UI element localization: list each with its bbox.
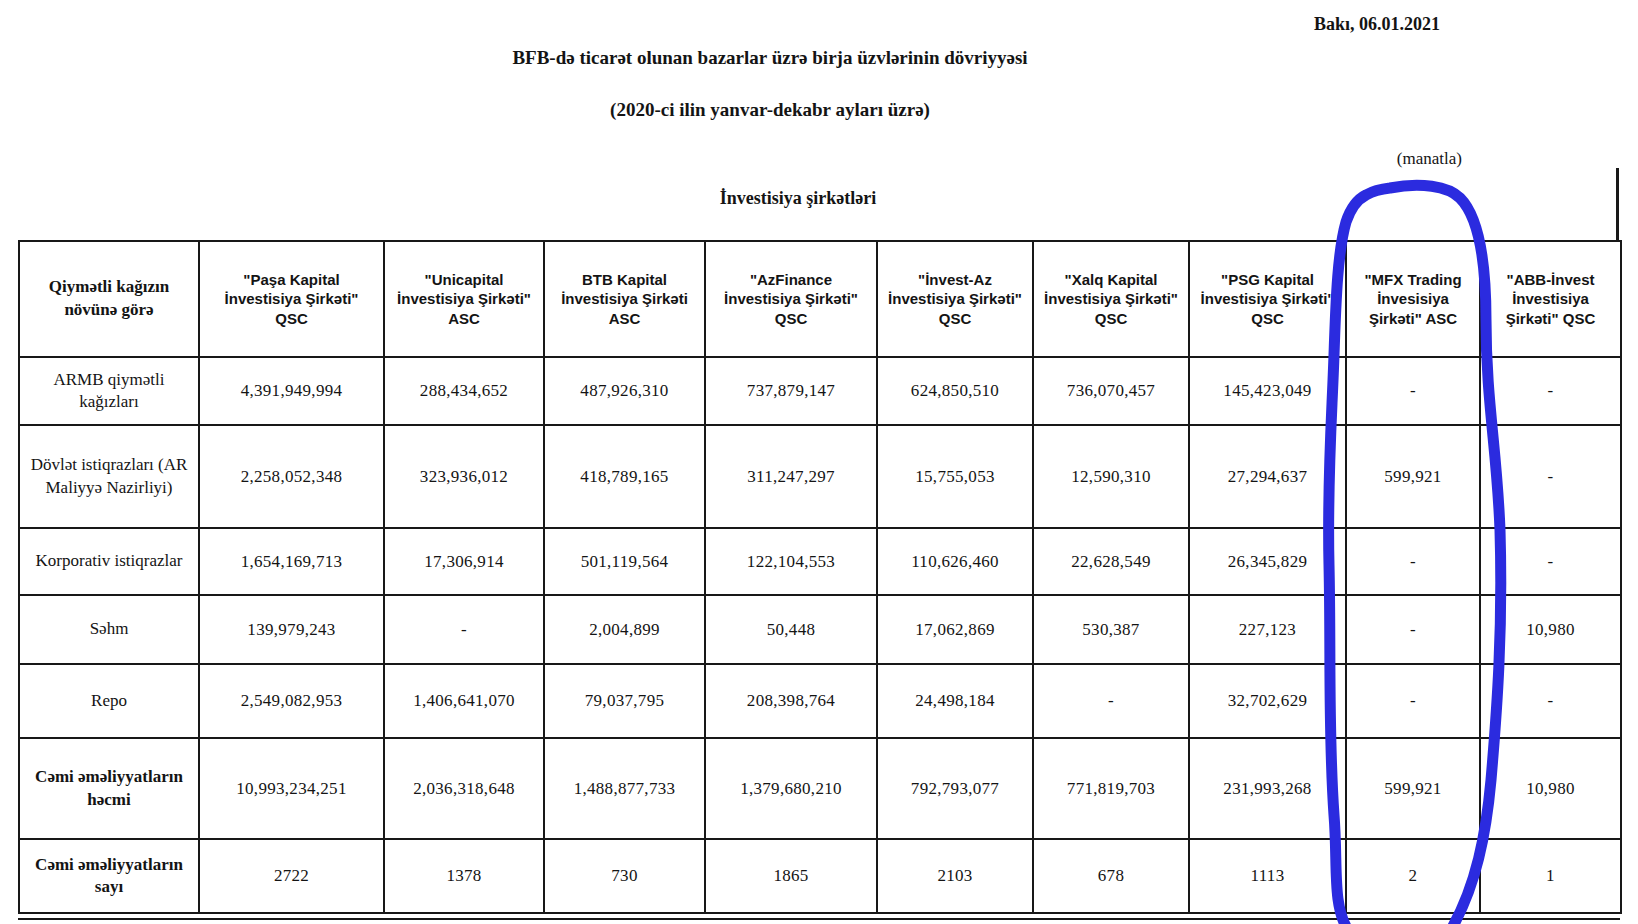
value-cell: 10,980	[1480, 595, 1621, 664]
date-label: Bakı, 06.01.2021	[1040, 14, 1440, 35]
value-cell: 227,123	[1189, 595, 1346, 664]
unit-note: (manatla)	[1200, 149, 1462, 169]
value-cell: 1113	[1189, 839, 1346, 913]
value-cell: 678	[1033, 839, 1189, 913]
value-cell: 26,345,829	[1189, 528, 1346, 595]
value-cell: 79,037,795	[544, 664, 705, 738]
value-cell: 2,549,082,953	[199, 664, 384, 738]
value-cell: -	[1346, 595, 1480, 664]
value-cell: 208,398,764	[705, 664, 877, 738]
table-group-header: İnvestisiya şirkətləri	[18, 188, 1578, 209]
value-cell: 530,387	[1033, 595, 1189, 664]
value-cell: 4,391,949,994	[199, 357, 384, 425]
page-subtitle: (2020-ci ilin yanvar-dekabr ayları üzrə)	[0, 99, 1540, 121]
row-label: Səhm	[19, 595, 199, 664]
value-cell: 288,434,652	[384, 357, 544, 425]
row-label: Cəmi əməliyyatların sayı	[19, 839, 199, 913]
value-cell: 2103	[877, 839, 1033, 913]
table-row: Dövlət istiqrazları (AR Maliyyə Nazirliy…	[19, 425, 1621, 528]
value-cell: 2,258,052,348	[199, 425, 384, 528]
value-cell: 1,654,169,713	[199, 528, 384, 595]
table-bottom-outer-border	[18, 918, 1620, 920]
value-cell: 792,793,077	[877, 738, 1033, 839]
value-cell: 323,936,012	[384, 425, 544, 528]
value-cell: 122,104,553	[705, 528, 877, 595]
company-column-header: "Paşa Kapital İnvestisiya Şirkəti" QSC	[199, 241, 384, 357]
value-cell: 771,819,703	[1033, 738, 1189, 839]
value-cell: 311,247,297	[705, 425, 877, 528]
value-cell: 1378	[384, 839, 544, 913]
value-cell: 231,993,268	[1189, 738, 1346, 839]
value-cell: -	[1346, 664, 1480, 738]
value-cell: 730	[544, 839, 705, 913]
table-right-border-stub	[1616, 168, 1619, 242]
document-page: Bakı, 06.01.2021 BFB-də ticarət olunan b…	[0, 0, 1638, 924]
company-column-header: "Unicapital İnvestisiya Şirkəti" ASC	[384, 241, 544, 357]
value-cell: 17,306,914	[384, 528, 544, 595]
value-cell: 10,993,234,251	[199, 738, 384, 839]
row-label: Korporativ istiqrazlar	[19, 528, 199, 595]
value-cell: -	[1033, 664, 1189, 738]
value-cell: 487,926,310	[544, 357, 705, 425]
value-cell: 110,626,460	[877, 528, 1033, 595]
value-cell: 501,119,564	[544, 528, 705, 595]
value-cell: 2722	[199, 839, 384, 913]
value-cell: 1	[1480, 839, 1621, 913]
value-cell: 32,702,629	[1189, 664, 1346, 738]
value-cell: 2,036,318,648	[384, 738, 544, 839]
value-cell: -	[384, 595, 544, 664]
table-row: ARMB qiymətli kağızları4,391,949,994288,…	[19, 357, 1621, 425]
table-row: Səhm139,979,243-2,004,89950,44817,062,86…	[19, 595, 1621, 664]
value-cell: 15,755,053	[877, 425, 1033, 528]
company-column-header: BTB Kapital İnvestisiya Şirkəti ASC	[544, 241, 705, 357]
value-cell: 2	[1346, 839, 1480, 913]
value-cell: 2,004,899	[544, 595, 705, 664]
value-cell: 737,879,147	[705, 357, 877, 425]
value-cell: -	[1480, 357, 1621, 425]
value-cell: 1865	[705, 839, 877, 913]
row-label: Cəmi əməliyyatların həcmi	[19, 738, 199, 839]
value-cell: 27,294,637	[1189, 425, 1346, 528]
table-row: Korporativ istiqrazlar1,654,169,71317,30…	[19, 528, 1621, 595]
row-label: ARMB qiymətli kağızları	[19, 357, 199, 425]
value-cell: 599,921	[1346, 425, 1480, 528]
value-cell: 139,979,243	[199, 595, 384, 664]
value-cell: 599,921	[1346, 738, 1480, 839]
value-cell: -	[1346, 357, 1480, 425]
table-row: Cəmi əməliyyatların həcmi10,993,234,2512…	[19, 738, 1621, 839]
row-label: Repo	[19, 664, 199, 738]
table-row: Repo2,549,082,9531,406,641,07079,037,795…	[19, 664, 1621, 738]
company-column-header: "ABB-İnvest İnvestisiya Şirkəti" QSC	[1480, 241, 1621, 357]
turnover-table: Qiymətli kağızın növünə görə"Paşa Kapita…	[18, 240, 1622, 914]
company-column-header: "MFX Trading İnvesisiya Şirkəti" ASC	[1346, 241, 1480, 357]
value-cell: 1,406,641,070	[384, 664, 544, 738]
value-cell: -	[1480, 664, 1621, 738]
row-label: Dövlət istiqrazları (AR Maliyyə Nazirliy…	[19, 425, 199, 528]
company-column-header: "İnvest-Az İnvestisiya Şirkəti" QSC	[877, 241, 1033, 357]
value-cell: 10,980	[1480, 738, 1621, 839]
value-cell: 17,062,869	[877, 595, 1033, 664]
value-cell: 145,423,049	[1189, 357, 1346, 425]
value-cell: 624,850,510	[877, 357, 1033, 425]
value-cell: 12,590,310	[1033, 425, 1189, 528]
table-row: Cəmi əməliyyatların sayı2722137873018652…	[19, 839, 1621, 913]
value-cell: -	[1480, 528, 1621, 595]
value-cell: 24,498,184	[877, 664, 1033, 738]
value-cell: 1,379,680,210	[705, 738, 877, 839]
value-cell: 22,628,549	[1033, 528, 1189, 595]
value-cell: 1,488,877,733	[544, 738, 705, 839]
value-cell: 50,448	[705, 595, 877, 664]
value-cell: -	[1346, 528, 1480, 595]
row-header-label: Qiymətli kağızın növünə görə	[19, 241, 199, 357]
company-column-header: "PSG Kapital İnvestisiya Şirkəti" QSC	[1189, 241, 1346, 357]
page-title: BFB-də ticarət olunan bazarlar üzrə birj…	[0, 47, 1540, 69]
value-cell: 736,070,457	[1033, 357, 1189, 425]
company-column-header: "Xalq Kapital İnvestisiya Şirkəti" QSC	[1033, 241, 1189, 357]
value-cell: -	[1480, 425, 1621, 528]
value-cell: 418,789,165	[544, 425, 705, 528]
company-column-header: "AzFinance İnvestisiya Şirkəti" QSC	[705, 241, 877, 357]
